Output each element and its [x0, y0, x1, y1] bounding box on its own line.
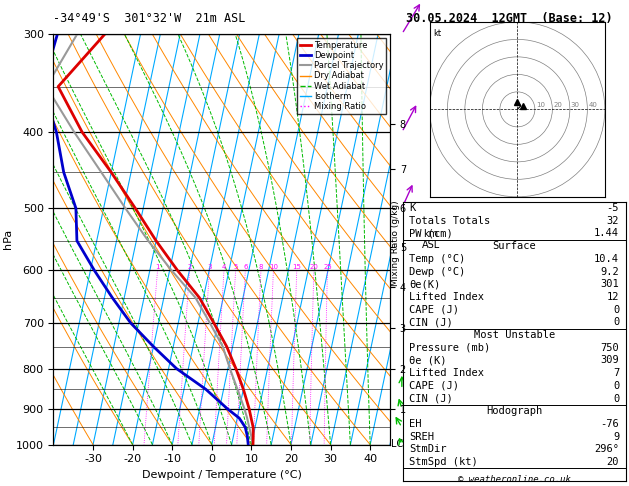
- Text: K: K: [409, 203, 416, 213]
- Text: 9: 9: [613, 432, 619, 442]
- Text: CIN (J): CIN (J): [409, 317, 453, 328]
- Text: 10.4: 10.4: [594, 254, 619, 264]
- Text: LCL: LCL: [391, 439, 408, 449]
- Text: SREH: SREH: [409, 432, 434, 442]
- Text: 15: 15: [292, 264, 301, 270]
- Text: -34°49'S  301°32'W  21m ASL: -34°49'S 301°32'W 21m ASL: [53, 12, 246, 25]
- Text: kt: kt: [433, 29, 442, 38]
- Text: 750: 750: [601, 343, 619, 353]
- Text: 12: 12: [606, 292, 619, 302]
- Text: 30.05.2024  12GMT  (Base: 12): 30.05.2024 12GMT (Base: 12): [406, 12, 612, 25]
- Text: 5: 5: [233, 264, 238, 270]
- Text: Hodograph: Hodograph: [486, 406, 542, 417]
- Text: CAPE (J): CAPE (J): [409, 305, 459, 314]
- X-axis label: Dewpoint / Temperature (°C): Dewpoint / Temperature (°C): [142, 470, 302, 480]
- Text: Most Unstable: Most Unstable: [474, 330, 555, 340]
- Text: θe(K): θe(K): [409, 279, 440, 289]
- Text: Mixing Ratio (g/kg): Mixing Ratio (g/kg): [391, 200, 399, 286]
- Text: 309: 309: [601, 355, 619, 365]
- Text: 9.2: 9.2: [601, 266, 619, 277]
- Text: 8: 8: [259, 264, 263, 270]
- Text: 3: 3: [207, 264, 211, 270]
- Text: 30: 30: [571, 102, 580, 107]
- Text: 20: 20: [606, 457, 619, 467]
- Text: 296°: 296°: [594, 444, 619, 454]
- Text: 7: 7: [613, 368, 619, 378]
- Text: 40: 40: [588, 102, 597, 107]
- Text: Totals Totals: Totals Totals: [409, 216, 491, 226]
- Text: Dewp (°C): Dewp (°C): [409, 266, 465, 277]
- Text: 10: 10: [269, 264, 278, 270]
- Text: StmSpd (kt): StmSpd (kt): [409, 457, 478, 467]
- Text: 0: 0: [613, 394, 619, 403]
- Text: CIN (J): CIN (J): [409, 394, 453, 403]
- Text: 301: 301: [601, 279, 619, 289]
- Text: EH: EH: [409, 419, 422, 429]
- Text: Temp (°C): Temp (°C): [409, 254, 465, 264]
- Text: 0: 0: [613, 317, 619, 328]
- Text: Surface: Surface: [493, 241, 536, 251]
- Text: PW (cm): PW (cm): [409, 228, 453, 239]
- Text: © weatheronline.co.uk: © weatheronline.co.uk: [458, 475, 571, 484]
- Text: Lifted Index: Lifted Index: [409, 368, 484, 378]
- Y-axis label: hPa: hPa: [3, 229, 13, 249]
- Text: Lifted Index: Lifted Index: [409, 292, 484, 302]
- Text: 20: 20: [309, 264, 318, 270]
- Text: CAPE (J): CAPE (J): [409, 381, 459, 391]
- Y-axis label: km
ASL: km ASL: [422, 228, 440, 250]
- Text: -76: -76: [601, 419, 619, 429]
- Text: 2: 2: [187, 264, 192, 270]
- Legend: Temperature, Dewpoint, Parcel Trajectory, Dry Adiabat, Wet Adiabat, Isotherm, Mi: Temperature, Dewpoint, Parcel Trajectory…: [297, 38, 386, 114]
- Text: 20: 20: [554, 102, 562, 107]
- Text: 25: 25: [323, 264, 332, 270]
- Text: 1.44: 1.44: [594, 228, 619, 239]
- Text: 4: 4: [222, 264, 226, 270]
- Text: 0: 0: [613, 381, 619, 391]
- Text: -5: -5: [606, 203, 619, 213]
- Text: θe (K): θe (K): [409, 355, 447, 365]
- Text: 10: 10: [536, 102, 545, 107]
- Text: 1: 1: [155, 264, 160, 270]
- Text: Pressure (mb): Pressure (mb): [409, 343, 491, 353]
- Text: 6: 6: [243, 264, 248, 270]
- Text: StmDir: StmDir: [409, 444, 447, 454]
- Text: 0: 0: [613, 305, 619, 314]
- Text: 32: 32: [606, 216, 619, 226]
